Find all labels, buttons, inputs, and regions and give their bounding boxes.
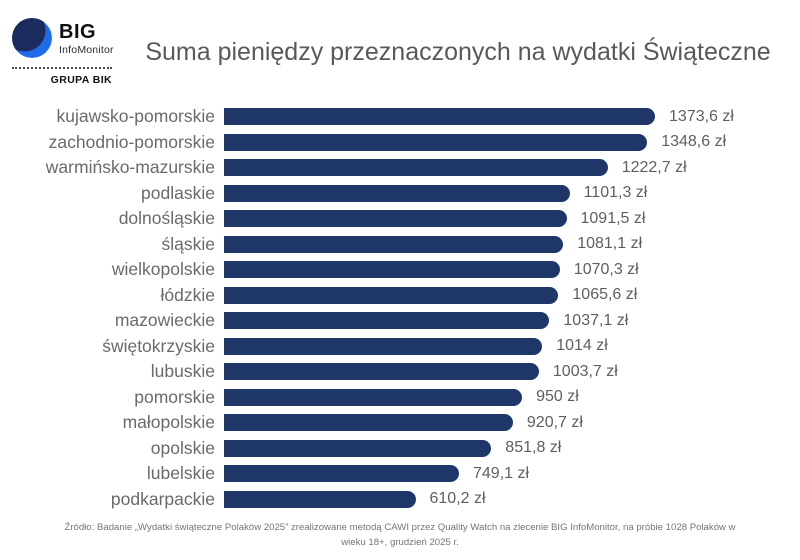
- chart-row: lubelskie 749,1 zł: [0, 461, 800, 487]
- category-label: warmińsko-mazurskie: [45, 157, 215, 178]
- logo-grupa-bik-text: GRUPA BIK: [50, 74, 112, 86]
- value-label: 1222,7 zł: [621, 158, 687, 176]
- category-label: mazowieckie: [114, 310, 215, 331]
- value-label: 610,2 zł: [429, 490, 486, 508]
- category-label: opolskie: [150, 437, 215, 458]
- chart-row: wielkopolskie 1070,3 zł: [0, 257, 800, 283]
- value-label: 851,8 zł: [505, 439, 562, 457]
- chart-row: opolskie 851,8 zł: [0, 436, 800, 462]
- value-bar: [224, 133, 648, 151]
- value-bar: [224, 490, 416, 508]
- category-label: dolnośląskie: [118, 208, 215, 229]
- category-label: lubelskie: [146, 463, 215, 484]
- value-bar: [224, 108, 655, 126]
- chart-row: dolnośląskie 1091,5 zł: [0, 206, 800, 232]
- chart-row: świętokrzyskie 1014 zł: [0, 334, 800, 360]
- value-label: 749,1 zł: [473, 464, 530, 482]
- chart-row: pomorskie 950 zł: [0, 385, 800, 411]
- category-label: zachodnio-pomorskie: [48, 131, 215, 152]
- value-label: 1037,1 zł: [563, 311, 629, 329]
- value-label: 1065,6 zł: [572, 286, 638, 304]
- category-label: podkarpackie: [110, 488, 215, 509]
- category-label: małopolskie: [122, 412, 215, 433]
- value-bar: [224, 363, 539, 381]
- value-bar: [224, 388, 523, 406]
- value-bar: [224, 312, 550, 330]
- value-label: 1003,7 zł: [552, 362, 618, 380]
- value-label: 1081,1 zł: [577, 235, 643, 253]
- category-label: śląskie: [161, 233, 216, 254]
- category-label: łódzkie: [160, 284, 215, 305]
- value-label: 1373,6 zł: [669, 107, 734, 125]
- header: BIG InfoMonitor GRUPA BIK Suma pieniędzy…: [0, 0, 800, 104]
- chart-title: Suma pieniędzy przeznaczonych na wydatki…: [145, 37, 771, 66]
- value-label: 950 zł: [536, 388, 579, 406]
- value-bar: [224, 235, 564, 253]
- value-label: 1348,6 zł: [661, 133, 727, 151]
- value-bar: [224, 184, 570, 202]
- chart-row: zachodnio-pomorskie 1348,6 zł: [0, 130, 800, 156]
- value-bar: [224, 337, 543, 355]
- chart-row: małopolskie 920,7 zł: [0, 410, 800, 436]
- value-bar: [224, 414, 513, 432]
- value-label: 920,7 zł: [526, 413, 583, 431]
- value-bar: [224, 439, 492, 457]
- value-bar: [224, 159, 608, 177]
- value-bar: [224, 286, 559, 304]
- source-line-2: wieku 18+, grudzień 2025 r.: [341, 536, 459, 548]
- logo-dotted-divider: [12, 67, 112, 69]
- source-line-1: Źródło: Badanie „Wydatki świąteczne Pola…: [64, 522, 736, 533]
- category-label: wielkopolskie: [111, 259, 215, 280]
- value-bar: [224, 465, 459, 483]
- chart-row: łódzkie 1065,6 zł: [0, 283, 800, 309]
- category-label: lubuskie: [150, 361, 215, 382]
- logo-globe-icon: [12, 18, 52, 58]
- logo-infomonitor-text: InfoMonitor: [59, 44, 114, 56]
- chart-row: warmińsko-mazurskie 1222,7 zł: [0, 155, 800, 181]
- logo-big-text: BIG: [59, 21, 97, 43]
- category-label: podlaskie: [141, 182, 215, 203]
- source-note: Źródło: Badanie „Wydatki świąteczne Pola…: [0, 512, 800, 551]
- category-label: świętokrzyskie: [102, 335, 215, 356]
- category-label: pomorskie: [134, 386, 215, 407]
- category-label: kujawsko-pomorskie: [56, 106, 215, 127]
- value-label: 1101,3 zł: [583, 184, 648, 202]
- value-label: 1014 zł: [556, 337, 608, 355]
- chart-row: mazowieckie 1037,1 zł: [0, 308, 800, 334]
- value-bar: [224, 210, 567, 228]
- value-bar: [224, 261, 560, 279]
- chart-row: śląskie 1081,1 zł: [0, 232, 800, 258]
- logo-text-block: BIG InfoMonitor: [59, 22, 114, 56]
- value-label: 1070,3 zł: [573, 260, 639, 278]
- big-infomonitor-logo: BIG InfoMonitor GRUPA BIK: [12, 18, 124, 86]
- logo-top-row: BIG InfoMonitor: [12, 18, 124, 58]
- chart-row: kujawsko-pomorskie 1373,6 zł: [0, 104, 800, 130]
- chart-row: podlaskie 1101,3 zł: [0, 181, 800, 207]
- chart-row: podkarpackie 610,2 zł: [0, 487, 800, 513]
- bar-chart: kujawsko-pomorskie 1373,6 zł zachodnio-pom…: [0, 104, 800, 512]
- chart-row: lubuskie 1003,7 zł: [0, 359, 800, 385]
- chart-rows: kujawsko-pomorskie 1373,6 zł zachodnio-pom…: [0, 104, 800, 512]
- value-label: 1091,5 zł: [580, 209, 646, 227]
